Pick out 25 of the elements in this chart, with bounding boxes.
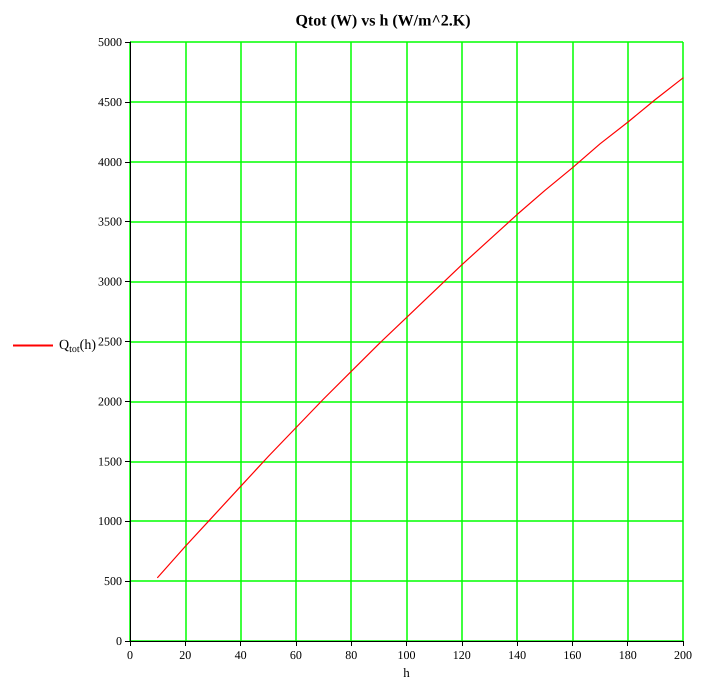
x-tick-label: 200 (674, 648, 692, 662)
x-tick-label: 80 (345, 648, 358, 662)
y-tick-label: 500 (104, 574, 122, 588)
x-tick-label: 40 (234, 648, 247, 662)
line-series (157, 77, 684, 578)
y-tick-label: 2500 (98, 334, 122, 348)
chart-title: Qtot (W) vs h (W/m^2.K) (295, 12, 471, 30)
y-tick-label: 4500 (98, 94, 122, 109)
y-tick-label: 3500 (98, 214, 122, 229)
x-tick-label: 140 (508, 648, 526, 662)
x-tick-label: 120 (452, 648, 471, 662)
x-tick-label: 20 (179, 648, 192, 662)
y-tick-label: 2000 (98, 394, 122, 408)
y-tick-label: 4000 (98, 154, 122, 169)
y-tick-label: 3000 (98, 274, 122, 289)
x-tick-label: 160 (563, 648, 582, 662)
y-tick-label: 1000 (98, 514, 122, 528)
x-tick-label: 0 (127, 648, 133, 662)
x-tick-label: 60 (290, 648, 302, 662)
x-tick-label: 180 (618, 648, 637, 662)
y-tick-label: 1500 (98, 454, 122, 468)
x-tick-label: 100 (398, 648, 416, 662)
x-axis-title: h (403, 664, 410, 680)
y-tick-label: 5000 (98, 35, 122, 49)
y-tick-label: 0 (116, 634, 122, 648)
